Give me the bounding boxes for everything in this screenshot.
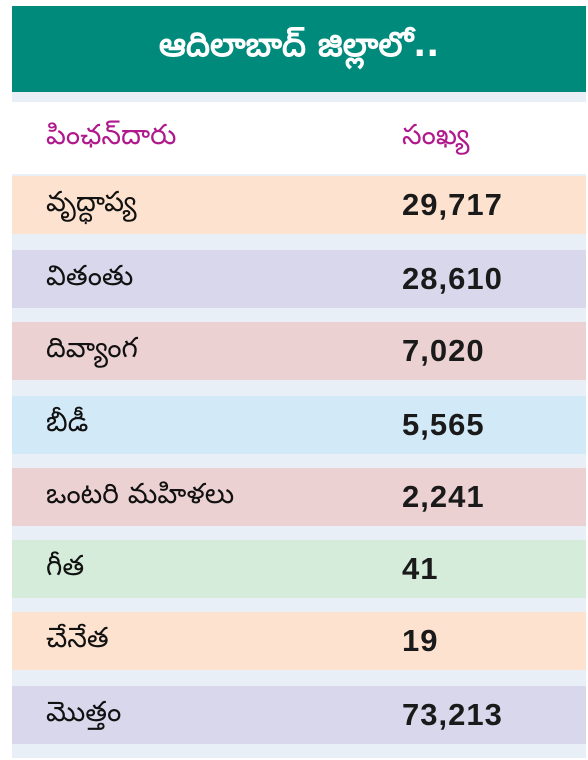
row-label: వితంతు	[46, 259, 134, 292]
table-title: ఆదిలాబాద్ జిల్లాలో..	[12, 6, 586, 92]
table-header-row: పింఛన్‌దారు సంఖ్య	[12, 102, 586, 174]
table-row-total: మొత్తం 73,213	[12, 686, 586, 744]
row-value: 2,241	[402, 479, 485, 514]
table-row-single-women: ఒంటరి మహిళలు 2,241	[12, 468, 586, 526]
row-label: చేనేత	[46, 621, 109, 654]
table-row-disabled: దివ్యాంగ 7,020	[12, 322, 586, 380]
header-value: సంఖ్య	[402, 118, 470, 151]
row-value: 5,565	[402, 407, 485, 442]
row-value: 29,717	[402, 187, 503, 222]
header-label: పింఛన్‌దారు	[46, 118, 177, 151]
row-value: 41	[402, 551, 439, 586]
table-row-toddy: గీత 41	[12, 540, 586, 598]
row-value: 28,610	[402, 261, 503, 296]
table-row-widow: వితంతు 28,610	[12, 250, 586, 308]
row-label: మొత్తం	[46, 695, 122, 728]
row-label: దివ్యాంగ	[46, 331, 138, 364]
row-label: వృద్ధాప్య	[46, 185, 137, 218]
row-label: బీడీ	[46, 405, 89, 438]
row-label: ఒంటరి మహిళలు	[46, 477, 235, 510]
row-value: 73,213	[402, 697, 503, 732]
pension-table-card: ఆదిలాబాద్ జిల్లాలో.. పింఛన్‌దారు సంఖ్య వ…	[12, 6, 586, 758]
row-label: గీత	[46, 549, 85, 582]
row-value: 7,020	[402, 333, 485, 368]
row-value: 19	[402, 623, 439, 658]
table-row-old-age: వృద్ధాప్య 29,717	[12, 176, 586, 234]
table-row-weaver: చేనేత 19	[12, 612, 586, 670]
table-row-beedi: బీడీ 5,565	[12, 396, 586, 454]
